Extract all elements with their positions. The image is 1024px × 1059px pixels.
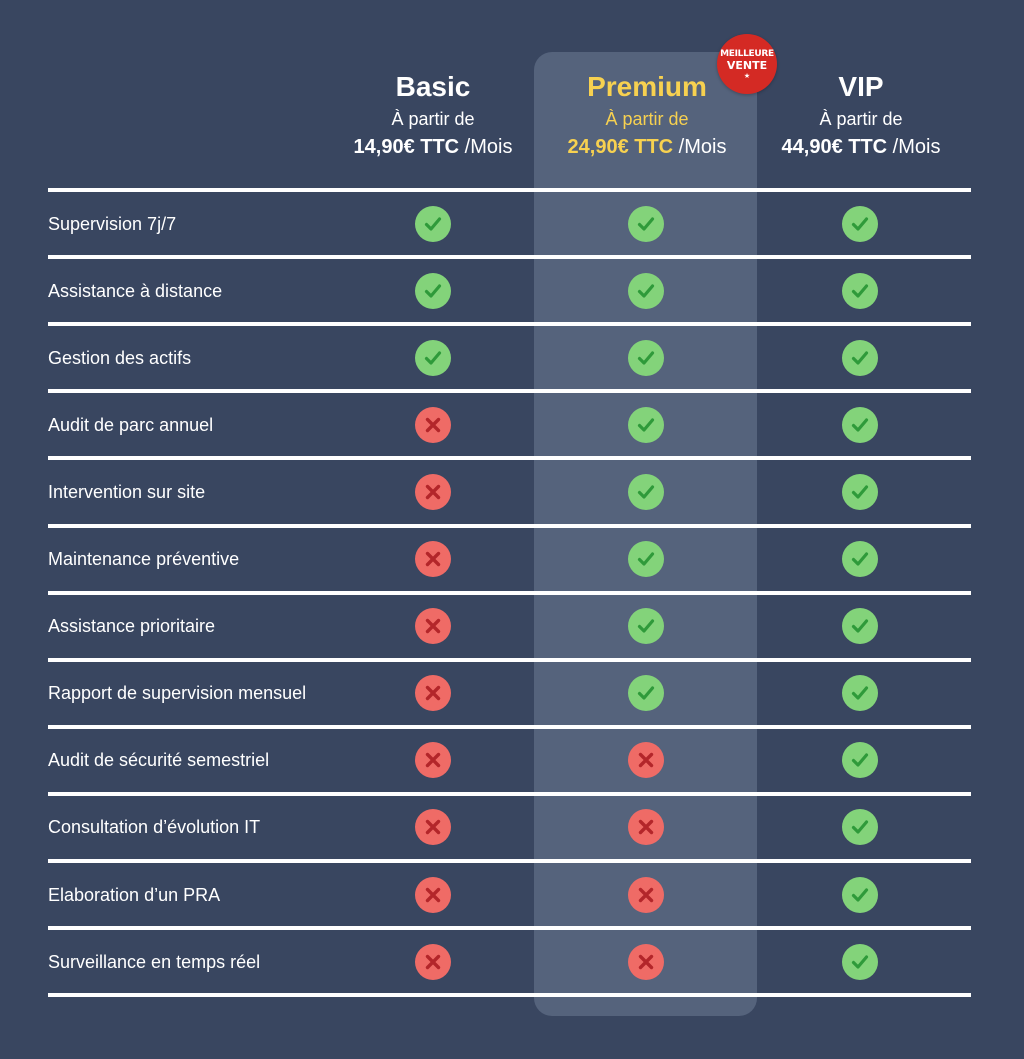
- row-divider: [48, 322, 971, 326]
- check-icon: [842, 273, 878, 309]
- check-icon: [842, 608, 878, 644]
- row-divider: [48, 255, 971, 259]
- check-icon: [415, 273, 451, 309]
- feature-label: Supervision 7j/7: [48, 214, 177, 234]
- feature-label: Maintenance préventive: [48, 549, 240, 569]
- feature-label: Assistance prioritaire: [48, 616, 216, 636]
- plan-name: Basic: [395, 71, 471, 102]
- cross-icon: [628, 877, 664, 913]
- cross-icon: [415, 675, 451, 711]
- check-icon: [628, 206, 664, 242]
- plan-price-period: /Mois: [887, 136, 941, 158]
- check-icon: [842, 877, 878, 913]
- feature-label: Intervention sur site: [48, 482, 206, 502]
- check-icon: [628, 541, 664, 577]
- check-icon: [628, 340, 664, 376]
- plan-price: 24,90€ TTC /Mois: [532, 133, 762, 161]
- plan-price-amount: 14,90€ TTC: [353, 136, 460, 158]
- plan-from-label: À partir de: [605, 109, 689, 129]
- plan-from-label: À partir de: [819, 109, 903, 129]
- row-divider: [48, 792, 971, 796]
- cross-icon: [415, 407, 451, 443]
- check-icon: [842, 407, 878, 443]
- feature-label: Gestion des actifs: [48, 348, 192, 368]
- check-icon: [842, 206, 878, 242]
- cross-icon: [628, 809, 664, 845]
- feature-label: Audit de parc annuel: [48, 415, 214, 435]
- feature-label: Audit de sécurité semestriel: [48, 750, 270, 770]
- plan-price: 44,90€ TTC /Mois: [746, 133, 976, 161]
- plan-name: Premium: [587, 71, 707, 102]
- plan-header-vip: VIP À partir de 44,90€ TTC /Mois: [746, 70, 976, 161]
- check-icon: [842, 809, 878, 845]
- plan-price: 14,90€ TTC /Mois: [318, 133, 548, 161]
- row-divider: [48, 188, 971, 192]
- cross-icon: [415, 809, 451, 845]
- check-icon: [628, 608, 664, 644]
- check-icon: [842, 675, 878, 711]
- badge-text-line1: MEILLEURE: [720, 48, 774, 59]
- check-icon: [628, 675, 664, 711]
- plan-price-amount: 44,90€ TTC: [781, 136, 888, 158]
- cross-icon: [415, 742, 451, 778]
- row-divider: [48, 658, 971, 662]
- cross-icon: [415, 944, 451, 980]
- star-icon: ★: [743, 71, 751, 80]
- feature-label: Rapport de supervision mensuel: [48, 683, 307, 703]
- plan-header-basic: Basic À partir de 14,90€ TTC /Mois: [318, 70, 548, 161]
- row-divider: [48, 725, 971, 729]
- check-icon: [842, 742, 878, 778]
- cross-icon: [415, 877, 451, 913]
- cross-icon: [628, 944, 664, 980]
- check-icon: [842, 340, 878, 376]
- feature-label: Elaboration d’un PRA: [48, 885, 221, 905]
- feature-label: Assistance à distance: [48, 281, 223, 301]
- premium-column-highlight: [534, 52, 757, 1016]
- badge-text-line2: VENTE: [726, 58, 768, 72]
- row-divider: [48, 524, 971, 528]
- cross-icon: [628, 742, 664, 778]
- plan-price-period: /Mois: [459, 136, 513, 158]
- row-divider: [48, 993, 971, 997]
- check-icon: [842, 541, 878, 577]
- check-icon: [628, 273, 664, 309]
- row-divider: [48, 389, 971, 393]
- cross-icon: [415, 474, 451, 510]
- check-icon: [628, 474, 664, 510]
- check-icon: [842, 474, 878, 510]
- plan-name: VIP: [838, 71, 884, 102]
- feature-label: Surveillance en temps réel: [48, 952, 261, 972]
- plan-price-period: /Mois: [673, 136, 727, 158]
- check-icon: [415, 206, 451, 242]
- cross-icon: [415, 608, 451, 644]
- row-divider: [48, 456, 971, 460]
- plan-header-premium: Premium À partir de 24,90€ TTC /Mois: [532, 70, 762, 161]
- check-icon: [842, 944, 878, 980]
- best-seller-badge: MEILLEURE VENTE ★: [717, 34, 777, 94]
- plan-price-amount: 24,90€ TTC: [567, 136, 674, 158]
- row-divider: [48, 591, 971, 595]
- check-icon: [415, 340, 451, 376]
- row-divider: [48, 859, 971, 863]
- feature-label: Consultation d’évolution IT: [48, 817, 261, 837]
- check-icon: [628, 407, 664, 443]
- cross-icon: [415, 541, 451, 577]
- plan-from-label: À partir de: [391, 109, 475, 129]
- row-divider: [48, 926, 971, 930]
